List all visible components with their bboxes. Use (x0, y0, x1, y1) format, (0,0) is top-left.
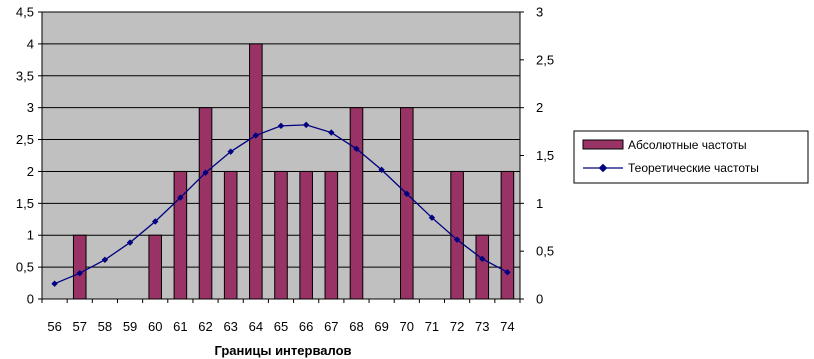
y-left-tick-label: 3 (27, 100, 34, 115)
x-tick-label: 71 (425, 319, 439, 334)
bar (250, 44, 263, 299)
y-left-tick-label: 4 (27, 36, 34, 51)
y-left-tick-label: 0,5 (16, 260, 34, 275)
y-right-tick-labels: 0 0,5 1 1,5 2 2,5 3 (536, 5, 554, 307)
x-tick-label: 62 (198, 319, 212, 334)
y-left-tick-label: 1 (27, 228, 34, 243)
x-tick-label: 64 (249, 319, 263, 334)
x-tick-label: 63 (223, 319, 237, 334)
x-tick-label: 60 (148, 319, 162, 334)
bar (275, 171, 288, 299)
y-left-tick-label: 0 (27, 292, 34, 307)
x-tick-labels: 56 57 58 59 60 61 62 63 64 65 66 67 68 69 70 71 72 73 74 (47, 319, 514, 334)
bar (401, 108, 414, 299)
y-left-tick-label: 2,5 (16, 132, 34, 147)
bar (325, 171, 338, 299)
legend: Абсолютные частоты Теоретические частоты (574, 131, 808, 183)
y-right-tick-label: 0,5 (536, 244, 554, 259)
x-tick-label: 65 (274, 319, 288, 334)
y-left-tick-label: 1,5 (16, 196, 34, 211)
x-tick-label: 73 (475, 319, 489, 334)
legend-bar-swatch (583, 140, 623, 149)
x-tick-label: 61 (173, 319, 187, 334)
y-right-tick-label: 1,5 (536, 148, 554, 163)
bar (300, 171, 313, 299)
bar (350, 108, 363, 299)
x-tick-label: 74 (500, 319, 514, 334)
x-tick-label: 72 (450, 319, 464, 334)
bar (73, 235, 86, 299)
y-right-tick-label: 2 (536, 100, 543, 115)
x-tick-label: 59 (123, 319, 137, 334)
x-tick-label: 58 (98, 319, 112, 334)
y-left-tick-label: 4,5 (16, 5, 34, 20)
x-tick-label: 57 (73, 319, 87, 334)
legend-line-label: Теоретические частоты (628, 161, 759, 175)
x-tick-label: 68 (349, 319, 363, 334)
bar (501, 171, 514, 299)
x-tick-label: 56 (47, 319, 61, 334)
x-tick-label: 70 (400, 319, 414, 334)
x-tick-label: 69 (374, 319, 388, 334)
x-tick-label: 66 (299, 319, 313, 334)
y-right-tick-label: 1 (536, 196, 543, 211)
bar (149, 235, 162, 299)
bar (224, 171, 237, 299)
bar (476, 235, 489, 299)
bar (199, 108, 212, 299)
bar (174, 171, 187, 299)
y-left-tick-label: 2 (27, 164, 34, 179)
x-tick-label: 67 (324, 319, 338, 334)
y-right-tick-label: 0 (536, 292, 543, 307)
x-axis-title: Границы интервалов (214, 343, 351, 358)
y-right-tick-label: 2,5 (536, 52, 554, 67)
y-left-tick-labels: 0 0,5 1 1,5 2 2,5 3 3,5 4 4,5 (16, 5, 34, 307)
y-left-tick-label: 3,5 (16, 68, 34, 83)
legend-bar-label: Абсолютные частоты (628, 138, 747, 152)
y-right-tick-label: 3 (536, 5, 543, 20)
